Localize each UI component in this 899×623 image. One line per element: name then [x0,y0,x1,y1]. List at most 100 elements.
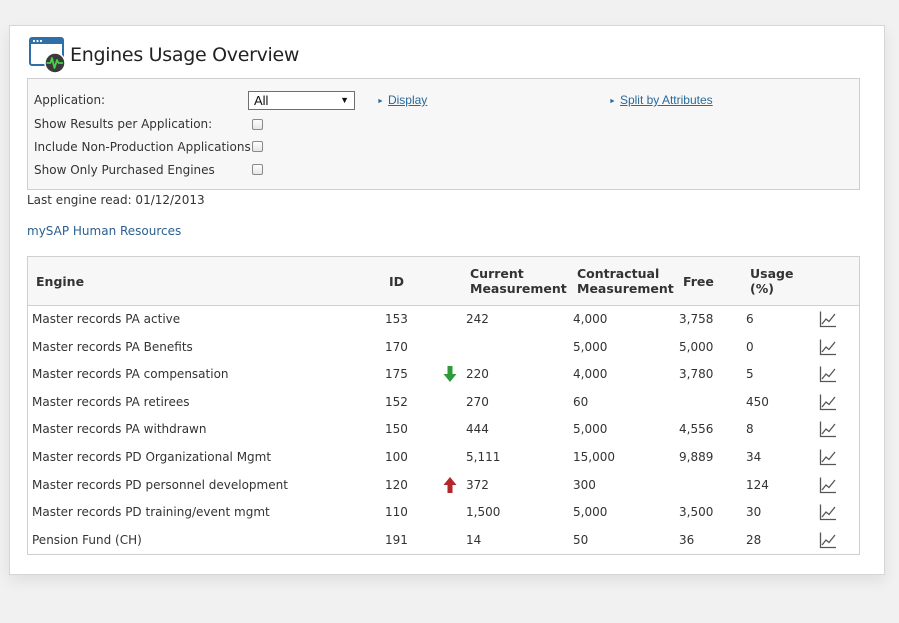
include-non-production-checkbox[interactable] [252,141,263,152]
application-group-name: mySAP Human Resources [27,224,182,238]
header-contract-line2: Measurement [577,281,674,296]
cell-id: 175 [385,367,408,382]
cell-current: 5,111 [466,450,501,464]
table-row: Master records PA compensation 175 220 4,00… [28,361,859,388]
display-link-label: Display [387,93,428,107]
cell-contractual: 5,000 [573,505,608,520]
cell-engine: Master records PD personnel development [32,477,288,492]
cell-free: 4,556 [679,422,714,437]
monitor-pulse-icon [29,37,66,74]
cell-usage: 28 [746,532,762,547]
line-chart-icon[interactable] [819,338,837,356]
table-row: Master records PD training/event mgmt 110… [28,499,859,526]
header-usage-line2: (%) [750,281,774,296]
header-current-line1: Current [470,266,524,281]
header-current-line2: Measurement [470,281,567,296]
cell-contractual: 5,000 [573,422,608,437]
engines-usage-panel: Engines Usage Overview Application: All … [9,25,885,575]
cell-usage: 30 [746,505,762,520]
engines-table: Engine ID Current Measurement Contractua… [27,256,860,555]
last-engine-read: Last engine read: 01/12/2013 [27,193,205,207]
cell-current: 14 [466,532,482,547]
cell-id: 120 [385,477,408,492]
table-row: Master records PA Benefits 170 5,000 5,000 0 [28,334,859,361]
line-chart-icon[interactable] [819,503,837,521]
cell-usage: 6 [746,312,754,326]
line-chart-icon[interactable] [819,448,837,466]
table-row: Master records PA retirees 152 270 60 450 [28,389,859,416]
cell-engine: Master records PA compensation [32,367,229,382]
application-label: Application: [34,93,106,107]
cell-free: 3,780 [679,367,714,382]
application-select[interactable]: All ▼ [248,91,355,110]
header-contractual-measurement: Contractual Measurement [577,266,674,296]
include-non-production-label: Include Non-Production Applications [34,140,251,154]
line-chart-icon[interactable] [819,420,837,438]
line-chart-icon[interactable] [819,310,837,328]
cell-id: 100 [385,450,408,464]
line-chart-icon[interactable] [819,393,837,411]
cell-contractual: 15,000 [573,450,615,464]
show-only-purchased-checkbox[interactable] [252,164,263,175]
cell-usage: 8 [746,422,754,437]
cell-engine: Master records PD training/event mgmt [32,505,270,520]
cell-free: 36 [679,532,695,547]
filter-box: Application: All ▼ ► Display ► Split by At… [27,78,860,190]
cell-free: 9,889 [679,450,714,464]
header-current-measurement: Current Measurement [470,266,567,296]
page-title: Engines Usage Overview [70,44,300,66]
cell-current: 1,500 [466,505,501,520]
split-link-label: Split by Attributes [619,93,713,107]
cell-contractual: 60 [573,394,589,409]
cell-contractual: 50 [573,532,589,547]
cell-contractual: 4,000 [573,312,608,326]
link-arrow-icon: ► [609,98,616,105]
cell-usage: 124 [746,477,769,492]
trend-down-arrow-icon [443,366,457,383]
table-row: Master records PD personnel development 1… [28,472,859,499]
cell-engine: Pension Fund (CH) [32,532,142,547]
table-row: Pension Fund (CH) 191 14 50 36 28 [28,527,859,554]
cell-usage: 0 [746,339,754,354]
show-only-purchased-label: Show Only Purchased Engines [34,163,215,177]
display-link[interactable]: ► Display [377,93,427,107]
cell-id: 170 [385,339,408,354]
link-arrow-icon: ► [377,98,384,105]
header-usage: Usage (%) [750,266,793,296]
cell-contractual: 300 [573,477,596,492]
header-id: ID [389,274,405,289]
line-chart-icon[interactable] [819,365,837,383]
cell-current: 242 [466,312,489,326]
cell-free: 3,500 [679,505,714,520]
line-chart-icon[interactable] [819,476,837,494]
application-select-value: All [254,93,269,108]
table-row: Master records PA active 153 242 4,000 3,758… [28,306,859,333]
header-free: Free [683,274,714,289]
show-results-label: Show Results per Application: [34,117,213,131]
table-header: Engine ID Current Measurement Contractua… [28,257,859,306]
split-by-attributes-link[interactable]: ► Split by Attributes [609,93,713,107]
cell-engine: Master records PA withdrawn [32,422,207,437]
cell-engine: Master records PA retirees [32,394,190,409]
cell-engine: Master records PA active [32,312,181,326]
cell-engine: Master records PA Benefits [32,339,193,354]
header-contract-line1: Contractual [577,266,660,281]
cell-current: 270 [466,394,489,409]
trend-up-arrow-icon [443,476,457,493]
cell-current: 220 [466,367,489,382]
cell-current: 444 [466,422,489,437]
show-results-checkbox[interactable] [252,119,263,130]
cell-engine: Master records PD Organizational Mgmt [32,450,272,464]
cell-free: 3,758 [679,312,714,326]
header-engine: Engine [36,274,85,289]
header-usage-line1: Usage [750,266,794,281]
line-chart-icon[interactable] [819,531,837,549]
cell-usage: 450 [746,394,769,409]
cell-free: 5,000 [679,339,714,354]
dropdown-caret-icon: ▼ [340,95,349,105]
table-row: Master records PD Organizational Mgmt 100… [28,444,859,471]
cell-contractual: 4,000 [573,367,608,382]
table-row: Master records PA withdrawn 150 444 5,000 4,… [28,416,859,443]
cell-id: 152 [385,394,408,409]
cell-contractual: 5,000 [573,339,608,354]
